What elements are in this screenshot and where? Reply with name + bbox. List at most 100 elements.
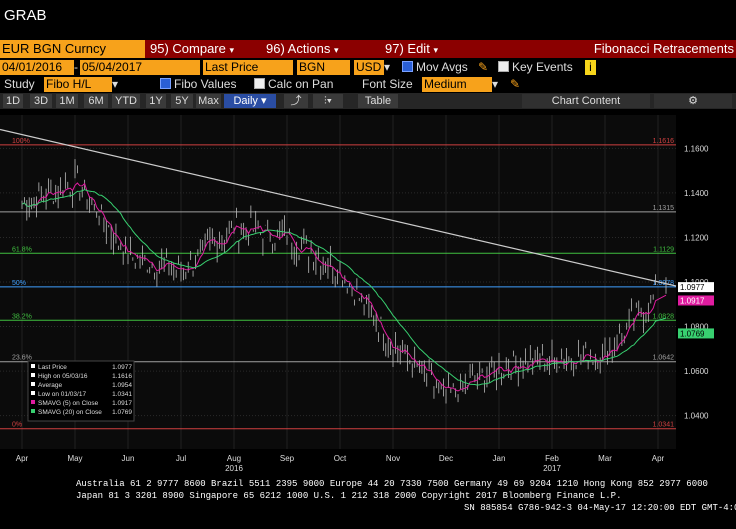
key-events-toggle[interactable]: Key Events — [498, 60, 573, 75]
y-tick-label: 1.1400 — [684, 189, 709, 198]
fibonacci-value-label: 1.0642 — [653, 355, 675, 362]
x-tick-label: Jul — [176, 454, 186, 463]
study-dropdown-icon[interactable]: ▾ — [112, 77, 119, 91]
legend-label: Average — [38, 382, 62, 389]
x-tick-label: Oct — [334, 454, 347, 463]
y-tick-label: 1.0400 — [684, 412, 709, 421]
legend-value: 1.0954 — [112, 382, 132, 389]
app-title: GRAB — [4, 7, 47, 24]
font-size-label: Font Size — [362, 77, 413, 91]
font-size-select[interactable]: Medium — [422, 77, 492, 92]
sma20-line — [21, 189, 667, 386]
fibo-values-toggle[interactable]: Fibo Values — [160, 77, 236, 92]
y-tick-label: 1.1200 — [684, 233, 709, 242]
line-chart-icon[interactable]: ⤴ — [284, 94, 308, 108]
compare-menu[interactable]: 95) Compare ▾ — [150, 40, 245, 58]
font-size-dropdown-icon[interactable]: ▾ — [492, 77, 499, 91]
period-button-6m[interactable]: 6M — [84, 94, 108, 108]
frequency-select[interactable]: Daily ▾ — [224, 94, 276, 108]
y-tick-label: 1.0600 — [684, 367, 709, 376]
gear-icon[interactable]: ⚙ — [654, 94, 732, 108]
chevron-down-icon: ▾ — [333, 45, 339, 55]
fibonacci-value-label: 1.1315 — [653, 205, 675, 212]
checkbox-icon — [402, 61, 413, 72]
title-bar: GRAB — [0, 0, 736, 38]
info-icon[interactable]: i — [585, 60, 596, 75]
x-tick-label: Nov — [386, 454, 400, 463]
fibonacci-level-label: 0% — [12, 422, 22, 429]
legend-box — [27, 360, 135, 422]
table-button[interactable]: Table — [358, 94, 398, 108]
sma5-line — [21, 182, 667, 392]
edit-menu[interactable]: 97) Edit ▾ — [385, 40, 460, 58]
period-button-1d[interactable]: 1D — [3, 94, 23, 108]
legend-value: 1.1616 — [112, 373, 132, 380]
period-button-3d[interactable]: 3D — [30, 94, 52, 108]
year-label: 2017 — [543, 464, 561, 471]
calc-on-pan-toggle[interactable]: Calc on Pan — [254, 77, 333, 92]
legend-value: 1.0977 — [112, 364, 132, 371]
pencil-icon[interactable]: ✎ — [478, 60, 489, 74]
legend-value: 1.0769 — [112, 409, 132, 416]
end-date-field[interactable]: 05/04/2017 — [80, 60, 200, 75]
legend-swatch — [31, 409, 35, 413]
range-bar: 04/01/2016 - 05/04/2017 Last Price BGN U… — [0, 59, 736, 76]
price-tag-label: 1.0769 — [680, 329, 705, 338]
x-tick-label: Aug — [227, 454, 241, 463]
actions-menu[interactable]: 96) Actions ▾ — [266, 40, 356, 58]
candle-chart-icon[interactable]: ⫶▾ — [313, 94, 343, 108]
chevron-down-icon: ▾ — [229, 45, 235, 55]
x-tick-label: Dec — [439, 454, 453, 463]
price-chart[interactable]: 1.04001.06001.08001.10001.12001.14001.16… — [0, 109, 736, 471]
period-button-max[interactable]: Max — [196, 94, 221, 108]
footer-line-3: SN 885854 G786-942-3 04-May-17 12:20:00 … — [464, 503, 736, 513]
fibonacci-level-label: 50% — [12, 280, 26, 287]
edit-label: 97) Edit — [385, 41, 430, 56]
footer: Australia 61 2 9777 8600 Brazil 5511 239… — [0, 478, 736, 529]
pencil-icon[interactable]: ✎ — [510, 77, 521, 91]
legend-swatch — [31, 373, 35, 377]
legend-label: Last Price — [38, 364, 67, 371]
legend-swatch — [31, 400, 35, 404]
legend-label: SMAVG (20) on Close — [38, 409, 102, 416]
study-bar: Study Fibo H/L ▾ Fibo Values Calc on Pan… — [0, 76, 736, 93]
pair-field[interactable]: BGN — [297, 60, 350, 75]
period-button-1y[interactable]: 1Y — [146, 94, 166, 108]
currency-dropdown-icon[interactable]: ▾ — [384, 60, 391, 74]
table-label: Table — [364, 95, 392, 107]
date-separator: - — [74, 60, 78, 74]
field-select[interactable]: Last Price — [203, 60, 293, 75]
compare-label: 95) Compare — [150, 41, 226, 56]
fibo-values-label: Fibo Values — [174, 77, 237, 91]
period-button-ytd[interactable]: YTD — [112, 94, 140, 108]
fibonacci-value-label: 1.1616 — [653, 138, 675, 145]
function-title: Fibonacci Retracements — [593, 41, 734, 56]
x-tick-label: Jun — [122, 454, 135, 463]
legend-swatch — [31, 391, 35, 395]
fibonacci-value-label: 1.1129 — [653, 246, 674, 253]
start-date-field[interactable]: 04/01/2016 — [0, 60, 74, 75]
mov-avgs-label: Mov Avgs — [416, 60, 468, 74]
actions-label: 96) Actions — [266, 41, 331, 56]
fibonacci-value-label: 1.0828 — [653, 313, 675, 320]
frequency-label: Daily — [233, 95, 258, 107]
currency-field[interactable]: USD — [354, 60, 384, 75]
price-tag-label: 1.0977 — [680, 283, 705, 292]
x-tick-label: Apr — [16, 454, 29, 463]
chart-content-button[interactable]: Chart Content — [522, 94, 650, 108]
price-tag-label: 1.0917 — [680, 296, 705, 305]
trend-line — [0, 128, 677, 287]
study-select[interactable]: Fibo H/L — [44, 77, 112, 92]
legend-label: Low on 01/03/17 — [38, 391, 86, 398]
period-bar: 1D 3D 1M 6M YTD 1Y 5Y Max Daily ▾ ⤴ ⫶▾ Table Ch… — [0, 93, 736, 109]
legend-swatch — [31, 364, 35, 368]
period-button-5y[interactable]: 5Y — [171, 94, 193, 108]
legend-value: 1.0917 — [112, 400, 132, 407]
fibonacci-level-label: 100% — [12, 138, 30, 145]
ticker-field[interactable]: EUR BGN Curncy — [0, 40, 145, 58]
study-label: Study — [4, 77, 35, 91]
fibonacci-level-label: 38.2% — [12, 313, 32, 320]
mov-avgs-toggle[interactable]: Mov Avgs — [402, 60, 468, 75]
period-button-1m[interactable]: 1M — [56, 94, 78, 108]
y-tick-label: 1.1600 — [684, 144, 709, 153]
